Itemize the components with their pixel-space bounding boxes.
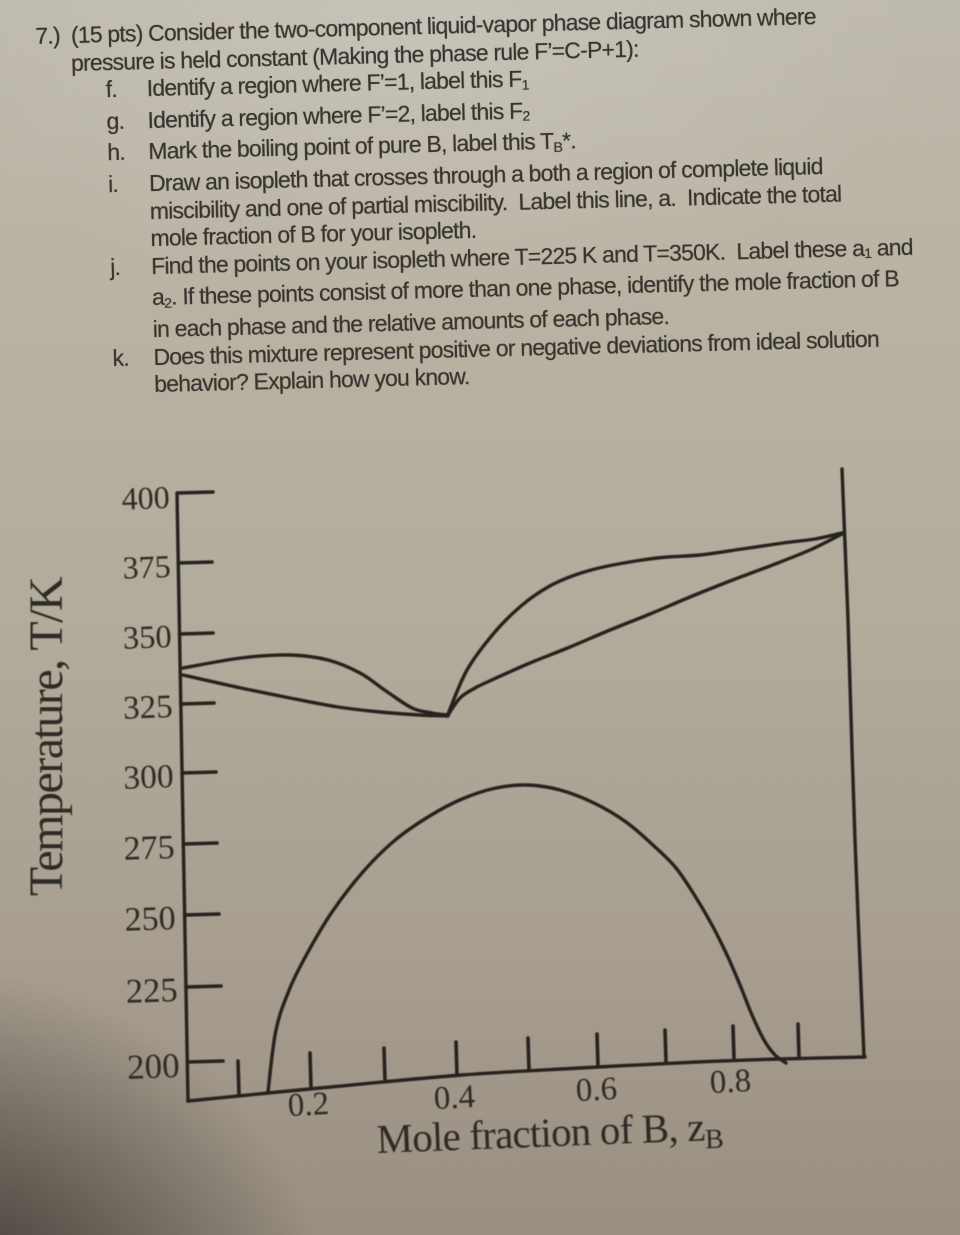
svg-text:325: 325 [123,689,174,727]
svg-text:Temperature, T/K: Temperature, T/K [20,576,73,896]
svg-text:0.6: 0.6 [575,1071,618,1109]
svg-text:375: 375 [122,548,171,586]
svg-text:Mole fraction of B, zB: Mole fraction of B, zB [376,1103,724,1168]
svg-text:0.8: 0.8 [709,1063,752,1101]
svg-text:225: 225 [125,971,178,1011]
svg-text:400: 400 [121,479,170,517]
svg-text:300: 300 [123,758,175,797]
svg-text:350: 350 [122,619,172,657]
svg-text:0.4: 0.4 [433,1079,476,1117]
svg-text:275: 275 [123,829,175,868]
svg-text:200: 200 [126,1046,180,1087]
svg-text:250: 250 [124,900,176,939]
svg-text:0.2: 0.2 [287,1086,330,1124]
